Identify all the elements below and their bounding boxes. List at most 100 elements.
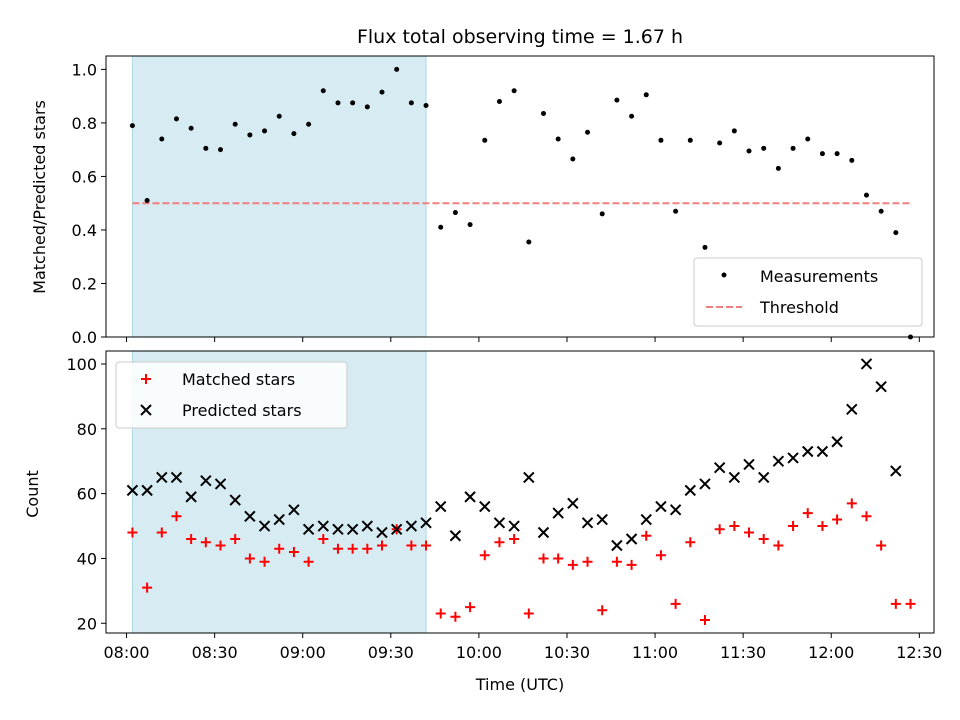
measurement-point xyxy=(496,98,502,104)
measurement-point xyxy=(188,125,194,131)
matched-star-point xyxy=(186,534,197,544)
matched-star-point xyxy=(523,608,534,619)
matched-star-point xyxy=(670,598,681,609)
predicted-star-point xyxy=(640,513,652,526)
predicted-star-point xyxy=(684,484,697,497)
legend-box xyxy=(693,257,923,327)
matched-star-point xyxy=(421,540,432,551)
measurement-point xyxy=(687,137,693,143)
predicted-star-point xyxy=(170,471,183,484)
measurement-point xyxy=(658,137,664,143)
measurement-point xyxy=(775,165,781,171)
measurement-point xyxy=(555,136,561,142)
x-tick-label: 11:30 xyxy=(720,643,766,662)
matched-star-point xyxy=(876,540,887,551)
predicted-star-point xyxy=(405,520,418,532)
measurement-point xyxy=(702,244,708,250)
measurement-point xyxy=(467,222,473,228)
predicted-star-point xyxy=(302,523,315,535)
predicted-star-point xyxy=(214,478,227,490)
measurement-point xyxy=(511,88,517,94)
legend-predicted-label: Predicted stars xyxy=(182,401,302,420)
matched-star-point xyxy=(905,598,916,609)
measurement-point xyxy=(364,104,370,110)
x-tick-label: 10:30 xyxy=(544,643,590,662)
measurement-point xyxy=(262,128,268,134)
matched-star-point xyxy=(494,537,505,548)
x-tick-label: 08:30 xyxy=(192,643,238,662)
measurement-point xyxy=(614,97,620,103)
predicted-star-point xyxy=(273,513,285,526)
y-tick-label: 0.2 xyxy=(72,274,97,293)
predicted-star-point xyxy=(317,520,329,532)
matched-star-point xyxy=(626,559,637,570)
predicted-star-point xyxy=(802,445,814,458)
measurement-point xyxy=(834,151,840,157)
chart-title: Flux total observing time = 1.67 h xyxy=(357,26,683,48)
matched-star-point xyxy=(303,556,314,567)
predicted-star-point xyxy=(757,471,770,484)
predicted-star-point xyxy=(713,461,726,474)
measurement-point xyxy=(893,230,899,236)
predicted-star-point xyxy=(258,520,271,532)
matched-star-point xyxy=(142,582,153,593)
predicted-star-point xyxy=(728,471,741,484)
measurement-point xyxy=(276,113,282,119)
predicted-star-point xyxy=(552,507,564,519)
predicted-star-point xyxy=(816,445,829,458)
legend-matched-marker xyxy=(141,374,151,384)
matched-star-point xyxy=(509,534,520,544)
predicted-star-point xyxy=(361,520,374,532)
predicted-star-point xyxy=(743,458,755,471)
x-tick-label: 08:00 xyxy=(103,643,149,662)
predicted-star-point xyxy=(376,526,388,539)
predicted-star-point xyxy=(141,484,153,497)
x-tick-label: 09:30 xyxy=(368,643,414,662)
matched-star-point xyxy=(538,553,549,564)
measurement-point xyxy=(129,123,135,129)
matched-star-point xyxy=(582,556,593,567)
matched-star-point xyxy=(861,511,872,522)
x-tick-label: 12:30 xyxy=(896,643,942,662)
top-ylabel: Matched/Predicted stars xyxy=(30,100,49,294)
measurement-point xyxy=(585,129,591,135)
matched-star-point xyxy=(406,540,417,551)
measurement-point xyxy=(643,92,649,98)
y-tick-label: 60 xyxy=(77,485,97,504)
matched-star-point xyxy=(450,611,461,622)
predicted-star-point xyxy=(611,539,623,552)
matched-star-point xyxy=(788,521,799,532)
measurement-point xyxy=(731,128,737,134)
predicted-star-point xyxy=(860,358,873,370)
measurement-point xyxy=(394,66,400,72)
matched-star-point xyxy=(567,559,578,570)
ratio-panel: 0.0 0.2 0.4 0.6 0.8 1.0 Measurements Threshold xyxy=(72,55,935,347)
matched-star-point xyxy=(274,543,285,554)
matched-star-point xyxy=(127,527,138,538)
predicted-star-point xyxy=(479,500,491,513)
matched-star-point xyxy=(362,543,373,554)
measurement-point xyxy=(335,100,341,106)
predicted-star-point xyxy=(787,452,799,464)
measurement-point xyxy=(599,211,605,217)
predicted-star-point xyxy=(596,513,608,526)
measurement-point xyxy=(482,137,488,143)
measurement-point xyxy=(629,113,635,119)
predicted-star-point xyxy=(156,471,168,484)
matched-star-point xyxy=(200,537,211,548)
x-tick-label: 10:00 xyxy=(456,643,502,662)
predicted-star-point xyxy=(508,520,520,532)
matched-star-point xyxy=(332,543,343,554)
measurement-point xyxy=(306,121,312,127)
measurement-point xyxy=(218,147,224,153)
measurement-point xyxy=(526,239,532,245)
measurement-point xyxy=(247,132,253,138)
matched-star-point xyxy=(435,608,446,619)
measurement-point xyxy=(761,145,767,151)
measurement-point xyxy=(320,88,326,94)
predicted-star-point xyxy=(655,500,667,513)
y-tick-label: 0.0 xyxy=(72,328,97,347)
measurement-point xyxy=(849,157,855,163)
measurement-point xyxy=(452,210,458,216)
